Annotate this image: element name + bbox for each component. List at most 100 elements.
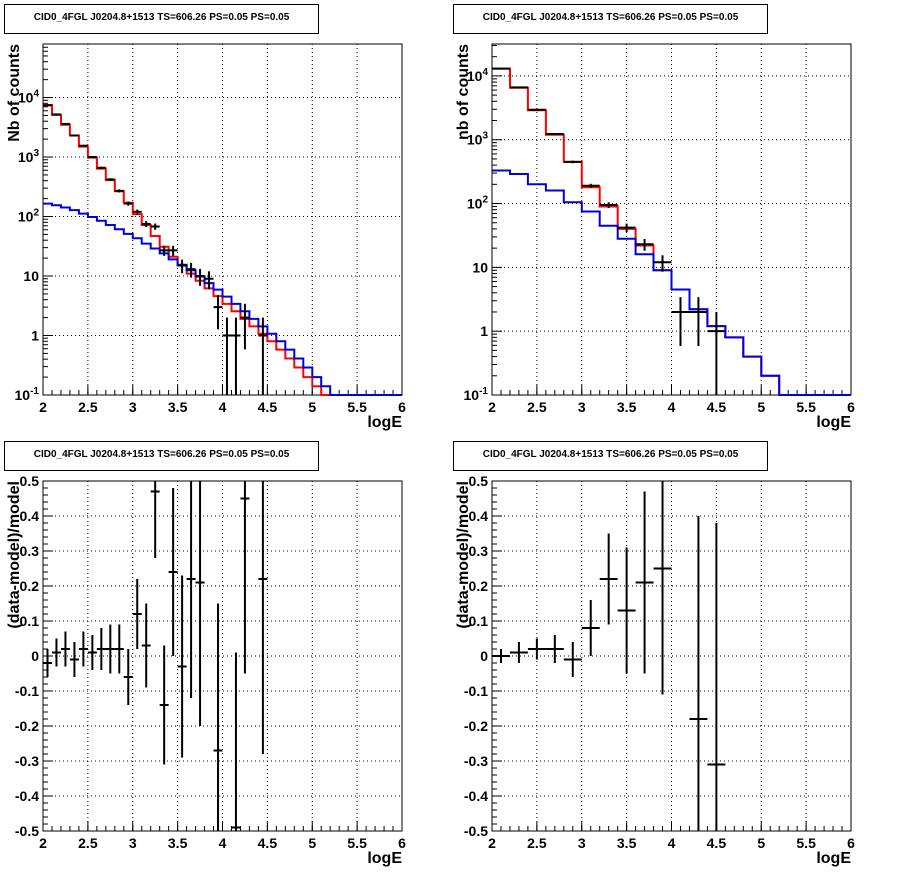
y-tick-label: 0.3 (20, 543, 40, 559)
data-point (78, 144, 88, 147)
pad-residuals-left: 2 2.5 3 3.5 4 4.5 5 5.5 6 -0.5 -0.4 -0.3 -0.2 -0.1 0 0.… (6, 473, 406, 867)
y-tick-label: 0.2 (20, 578, 40, 594)
x-tick-label: 2.5 (527, 835, 547, 851)
y-tick-label: 10 (472, 259, 488, 275)
x-tick-label: 5 (757, 835, 765, 851)
x-tick-label: 4.5 (258, 835, 278, 851)
data-point (527, 108, 546, 111)
y-tick-label: 103 (18, 148, 40, 165)
pad-counts-left: 2 2.5 3 3.5 4 4.5 5 5.5 610-1110102103104logENb … (6, 43, 406, 431)
data-point (78, 631, 88, 667)
x-tick-label: 2.5 (78, 399, 98, 415)
y-axis-label: Nb of counts (6, 44, 23, 142)
data-point (707, 523, 726, 831)
x-tick-label: 3.5 (168, 399, 188, 415)
x-axis-label: logE (816, 850, 851, 867)
y-tick-label: -0.3 (15, 753, 39, 769)
data-point (87, 635, 97, 670)
data-point (51, 113, 61, 116)
y-tick-label: -0.4 (15, 788, 39, 804)
y-tick-label: 0.1 (469, 613, 489, 629)
data-point (222, 317, 232, 395)
data-point (671, 297, 690, 347)
data-point (509, 642, 528, 663)
x-tick-label: 2 (488, 835, 496, 851)
x-tick-label: 3 (578, 399, 586, 415)
data-point (168, 245, 178, 256)
x-tick-label: 5 (308, 399, 316, 415)
y-tick-label: -0.3 (464, 753, 488, 769)
y-axis-label: (data-model)/model (6, 481, 23, 629)
x-tick-label: 2.5 (527, 399, 547, 415)
model-total-line (43, 104, 402, 396)
data-point (635, 239, 654, 251)
x-tick-label: 5.5 (796, 835, 816, 851)
y-axis-label: (data-model)/model (455, 481, 472, 629)
data-point (258, 317, 268, 395)
data-point (43, 649, 52, 677)
data-point (240, 303, 250, 350)
data-point (114, 624, 124, 674)
data-point (213, 295, 223, 330)
data-point (617, 547, 636, 674)
data-point (581, 183, 600, 188)
data-point (707, 311, 726, 395)
x-tick-label: 5.5 (796, 399, 816, 415)
data-point (240, 481, 250, 674)
x-axis-label: logE (816, 414, 851, 431)
y-tick-label: 0.2 (469, 578, 489, 594)
data-point (653, 255, 672, 272)
chart-title-4: CID0_4FGL J0204.8+1513 TS=606.26 PS=0.05… (453, 441, 768, 471)
data-point (689, 516, 708, 831)
data-point (689, 297, 708, 347)
data-point (150, 223, 160, 230)
x-tick-label: 2 (488, 399, 496, 415)
data-point (60, 122, 70, 125)
chart-title-1: CID0_4FGL J0204.8+1513 TS=606.26 PS=0.05… (4, 4, 319, 34)
data-point (545, 132, 564, 135)
pad-residuals-right: 2 2.5 3 3.5 4 4.5 5 5.5 6 -0.5 -0.4 -0.3 -0.2 -0.1 0 0.… (455, 473, 855, 867)
data-point (204, 271, 214, 290)
data-point (213, 603, 223, 831)
x-tick-label: 5.5 (347, 835, 367, 851)
data-point (43, 104, 52, 107)
data-point (159, 645, 169, 765)
data-point (653, 481, 672, 695)
y-tick-label: 10-1 (15, 386, 40, 403)
data-point (563, 642, 582, 677)
x-tick-label: 2.5 (78, 835, 98, 851)
x-tick-label: 3 (129, 399, 137, 415)
data-point (132, 579, 142, 649)
data-point (527, 638, 546, 660)
data-point (195, 268, 205, 286)
x-tick-label: 3.5 (617, 835, 637, 851)
data-point (96, 166, 106, 169)
data-point (141, 603, 151, 688)
y-tick-label: 0.5 (469, 473, 489, 489)
data-point (114, 189, 124, 193)
x-tick-label: 5 (757, 399, 765, 415)
data-point (509, 86, 528, 89)
plot-frame (491, 480, 852, 832)
data-point (60, 631, 70, 667)
x-axis-label: logE (367, 850, 402, 867)
y-tick-label: -0.5 (15, 823, 39, 839)
y-tick-label: 10 (23, 268, 39, 284)
data-point (159, 245, 169, 256)
y-tick-label: 102 (467, 195, 489, 212)
y-tick-label: 1 (480, 323, 488, 339)
x-tick-label: 5.5 (347, 399, 367, 415)
y-tick-label: 0.3 (469, 543, 489, 559)
x-tick-label: 2 (39, 399, 47, 415)
data-point (581, 600, 600, 656)
x-tick-label: 3 (578, 835, 586, 851)
data-point (492, 649, 510, 663)
data-point (123, 201, 133, 206)
x-tick-label: 4.5 (707, 399, 727, 415)
y-tick-label: 0.5 (20, 473, 40, 489)
x-tick-label: 4 (219, 835, 227, 851)
y-tick-label: 0.1 (20, 613, 40, 629)
data-point (87, 156, 97, 159)
data-point (231, 652, 241, 831)
